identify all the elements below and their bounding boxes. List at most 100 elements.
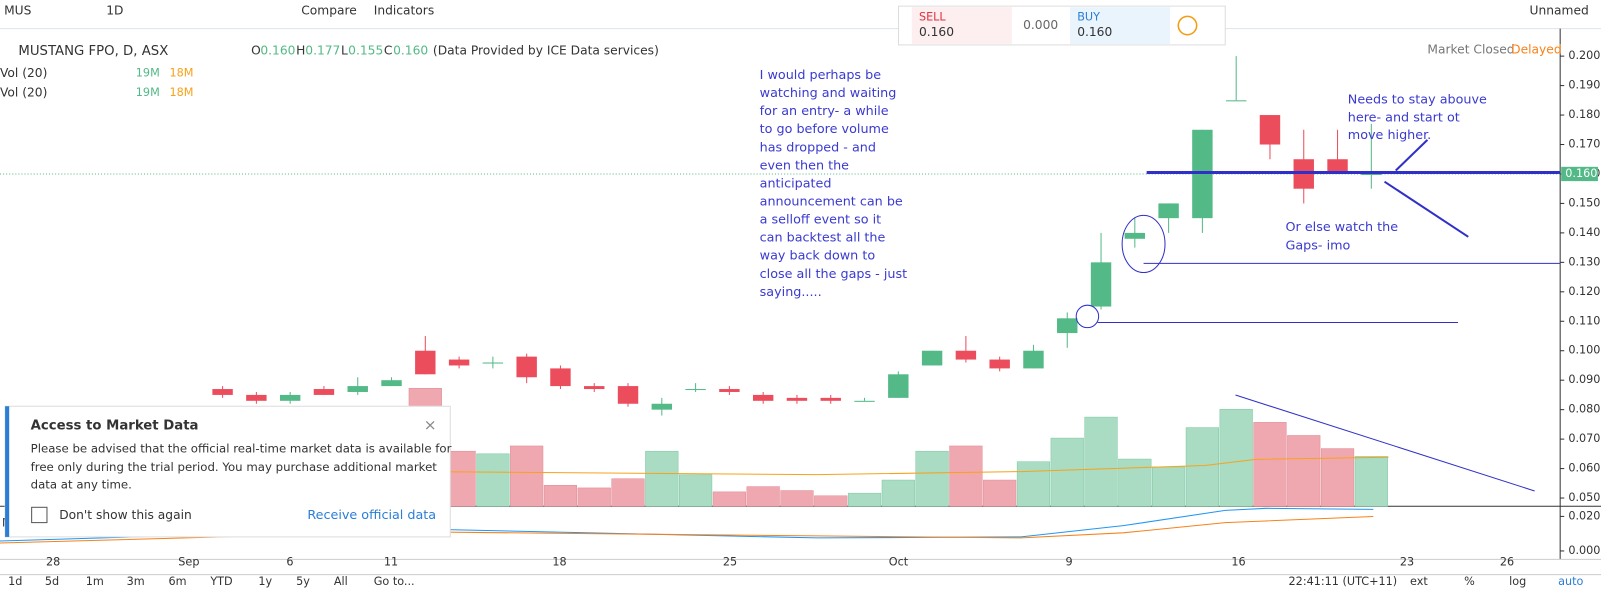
log-toggle[interactable]: log xyxy=(1509,575,1526,588)
y-tick-label: 0.080 xyxy=(1568,403,1600,416)
ext-toggle[interactable]: ext xyxy=(1410,575,1428,588)
auto-toggle[interactable]: auto xyxy=(1558,575,1583,588)
x-tick-label: Oct xyxy=(889,555,909,568)
candle-body xyxy=(381,380,402,387)
percent-toggle[interactable]: % xyxy=(1464,575,1475,588)
macd-tick-label: 0.0000 xyxy=(1568,544,1601,557)
candle-body xyxy=(1057,318,1078,334)
volume-bar xyxy=(1219,408,1253,507)
y-tick-label: 0.060 xyxy=(1568,462,1600,475)
volume-bar xyxy=(814,495,848,507)
candle-body xyxy=(1361,173,1382,175)
annotation: move higher. xyxy=(1348,128,1431,143)
candle-body xyxy=(482,362,504,364)
volume-bar xyxy=(780,490,814,507)
annotation: has dropped - and xyxy=(760,140,876,155)
indicator-name: Vol (20) xyxy=(0,66,47,80)
candle-body xyxy=(313,389,335,395)
volume-bar xyxy=(1287,435,1321,507)
checkbox-label[interactable]: Don't show this again xyxy=(59,508,192,522)
volume-bar xyxy=(611,478,645,507)
volume-bar xyxy=(881,479,915,507)
range-button[interactable]: 1m xyxy=(86,575,104,588)
y-tick-label: 0.090 xyxy=(1568,373,1600,386)
y-tick-label: 0.150 xyxy=(1568,196,1600,209)
legend-text: H xyxy=(296,44,305,58)
range-button[interactable]: 1y xyxy=(258,575,272,588)
clock: 22:41:11 (UTC+11) xyxy=(1289,575,1398,588)
annotation: Gaps- imo xyxy=(1285,238,1350,253)
candle-body xyxy=(212,389,233,395)
volume-bar xyxy=(915,450,949,507)
range-button[interactable]: 1d xyxy=(8,575,22,588)
candle-body xyxy=(989,359,1010,369)
spread: 0.000 xyxy=(1023,18,1058,32)
annotation: I would perhaps be xyxy=(760,68,882,83)
indicator-value: 19M xyxy=(136,66,160,79)
indicator-ma: 18M xyxy=(169,86,193,99)
range-button[interactable]: 6m xyxy=(168,575,186,588)
y-tick-label: 0.130 xyxy=(1568,255,1600,268)
candle-body xyxy=(1225,100,1247,102)
official-data-link[interactable]: Receive official data xyxy=(307,508,436,523)
x-tick-label: 6 xyxy=(286,555,293,568)
y-tick-label: 0.190 xyxy=(1568,79,1600,92)
x-tick-label: 11 xyxy=(384,555,398,568)
legend-text: C xyxy=(384,44,393,58)
volume-bar xyxy=(476,453,510,507)
y-tick-label: 0.050 xyxy=(1568,491,1600,504)
popup-checkbox[interactable] xyxy=(31,506,48,524)
annotation: Or else watch the xyxy=(1285,220,1398,235)
range-button[interactable]: All xyxy=(334,575,348,588)
sell-price[interactable]: 0.160 xyxy=(919,25,954,39)
range-button[interactable]: YTD xyxy=(209,575,232,588)
annotation: Needs to stay abouve xyxy=(1348,93,1487,108)
candle-body xyxy=(685,389,706,391)
volume-bar xyxy=(510,445,544,507)
range-button[interactable]: 3m xyxy=(127,575,145,588)
candle-body xyxy=(921,350,943,366)
popup-close[interactable]: × xyxy=(424,416,437,434)
volume-bar xyxy=(1320,448,1355,507)
legend-text: 0.155 xyxy=(348,44,383,58)
layout-name[interactable]: Unnamed xyxy=(1530,4,1589,18)
volume-bar xyxy=(746,486,780,507)
last-price-label: 0.160 xyxy=(1565,167,1597,180)
indicator-ma: 18M xyxy=(169,66,193,79)
buy-label[interactable]: BUY xyxy=(1077,10,1100,23)
legend-text: MUSTANG FPO, D, ASX xyxy=(18,44,168,59)
y-tick-label: 0.200 xyxy=(1568,49,1600,62)
range-button[interactable]: 5d xyxy=(45,575,59,588)
popup-accent xyxy=(5,406,10,537)
market-data-popup xyxy=(4,405,451,538)
y-tick-label: 0.070 xyxy=(1568,432,1600,445)
annotation: here- and start ot xyxy=(1348,110,1460,125)
compare-button[interactable]: Compare xyxy=(301,4,357,18)
candle-body xyxy=(347,386,368,392)
y-tick-label: 0.110 xyxy=(1568,314,1600,327)
indicators-button[interactable]: Indicators xyxy=(374,4,435,18)
candle-body xyxy=(752,394,774,401)
range-button[interactable]: 5y xyxy=(296,575,310,588)
volume-ma xyxy=(424,456,1389,476)
interval[interactable]: 1D xyxy=(106,4,123,18)
candle-body xyxy=(1023,350,1044,369)
legend-text: 0.160 xyxy=(260,44,295,58)
volume-bar xyxy=(543,485,578,507)
buy-price[interactable]: 0.160 xyxy=(1077,25,1112,39)
y-tick-label: 0.100 xyxy=(1568,344,1600,357)
volume-bar xyxy=(1354,456,1388,507)
annotation: close all the gaps - just xyxy=(760,267,907,282)
candle-body xyxy=(279,394,301,401)
sell-label[interactable]: SELL xyxy=(919,10,946,23)
annotation: announcement can be xyxy=(760,195,903,210)
annotation: to go before volume xyxy=(760,122,889,137)
drawings xyxy=(1075,139,1561,492)
legend-text: 0.160 xyxy=(393,44,428,58)
goto-button[interactable]: Go to... xyxy=(374,575,415,588)
last-price-box xyxy=(1561,166,1598,182)
volume-bar xyxy=(1016,461,1051,507)
candle-body xyxy=(1124,232,1146,239)
symbol[interactable]: MUS xyxy=(4,4,32,18)
